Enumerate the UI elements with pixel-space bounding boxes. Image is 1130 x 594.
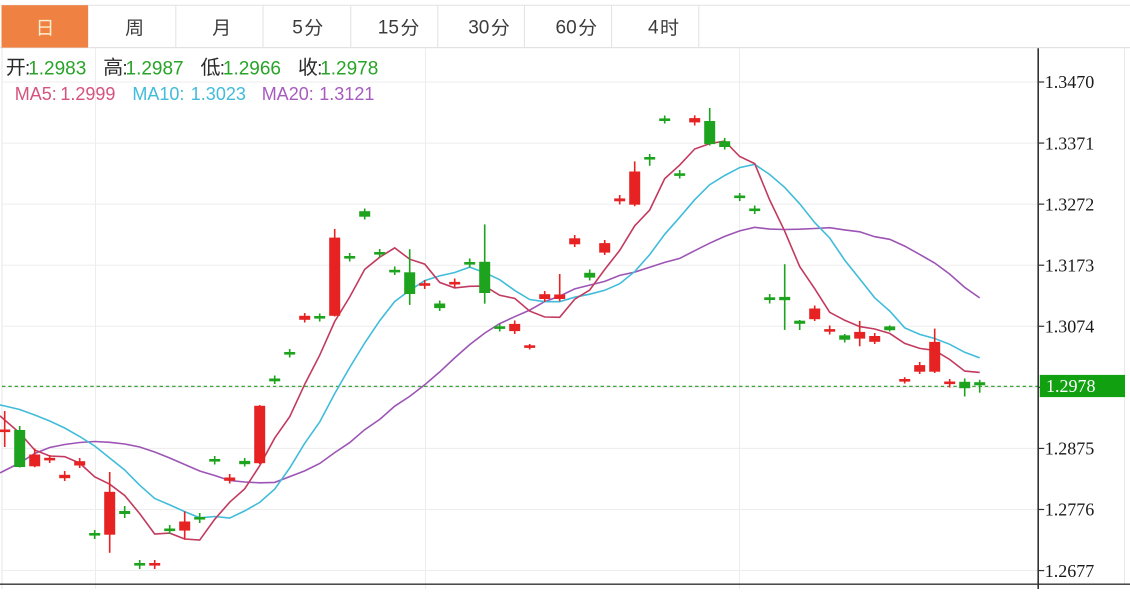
svg-text:1.2677: 1.2677 [1045, 561, 1095, 581]
svg-text:1.2983: 1.2983 [28, 58, 86, 79]
svg-text:1.3470: 1.3470 [1045, 72, 1095, 92]
svg-text:15: 15 [378, 18, 399, 39]
svg-text:5: 5 [292, 18, 303, 39]
svg-text:60: 60 [556, 18, 577, 39]
svg-text:MA20:: MA20: [262, 84, 314, 104]
svg-text:1.2776: 1.2776 [1045, 500, 1095, 520]
svg-text::: : [122, 58, 127, 79]
svg-text:1.2978: 1.2978 [320, 58, 378, 79]
svg-text:MA10:: MA10: [132, 84, 184, 104]
svg-text:1.3371: 1.3371 [1045, 133, 1095, 153]
svg-text:4: 4 [648, 18, 659, 39]
svg-text:1.2875: 1.2875 [1045, 439, 1095, 459]
svg-text:30: 30 [468, 18, 489, 39]
svg-text:1.3173: 1.3173 [1045, 255, 1095, 275]
svg-text:1.2978: 1.2978 [1046, 376, 1096, 396]
svg-text:MA5:: MA5: [15, 84, 57, 104]
svg-text:1.2999: 1.2999 [60, 84, 115, 104]
svg-text:1.3272: 1.3272 [1045, 194, 1095, 214]
svg-text::: : [25, 58, 30, 79]
svg-text:1.3023: 1.3023 [191, 84, 246, 104]
svg-text:1.2966: 1.2966 [223, 58, 281, 79]
svg-text::: : [317, 58, 322, 79]
svg-text::: : [220, 58, 225, 79]
svg-text:1.2987: 1.2987 [126, 58, 184, 79]
svg-text:1.3074: 1.3074 [1045, 316, 1095, 336]
svg-text:1.3121: 1.3121 [319, 84, 374, 104]
